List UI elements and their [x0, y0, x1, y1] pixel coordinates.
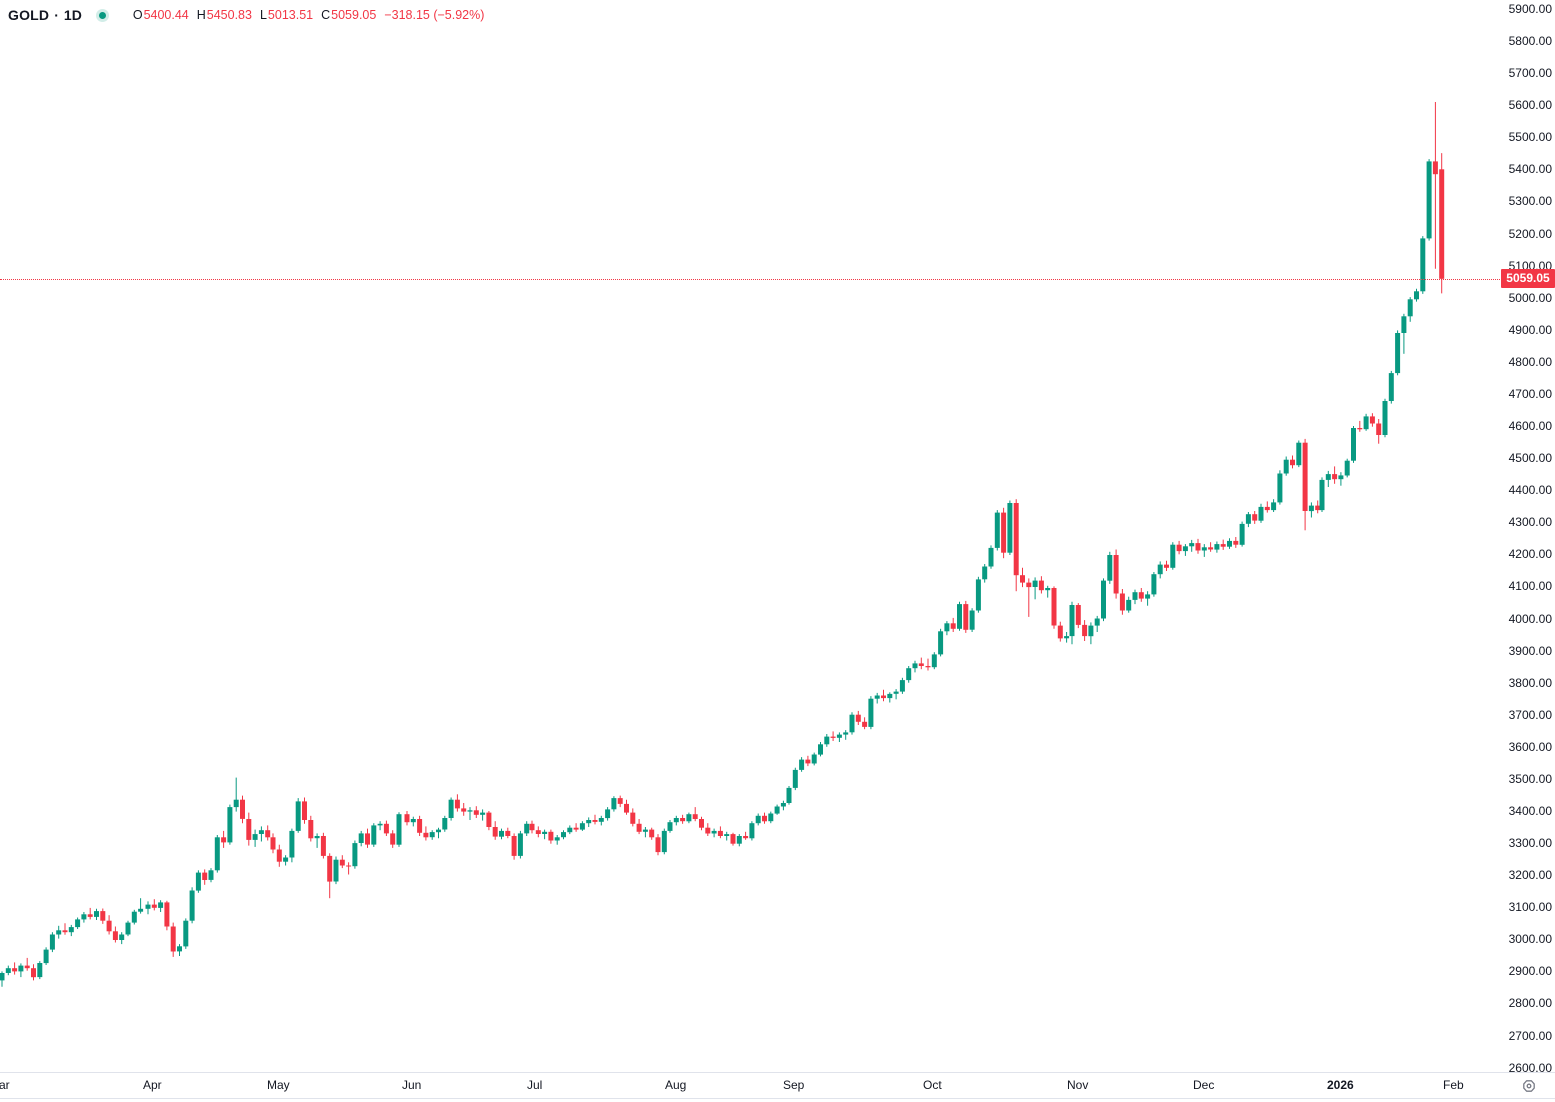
price-tick-label: 5000.00	[1508, 290, 1552, 305]
price-tick-label: 4000.00	[1508, 611, 1552, 626]
price-tick-label: 3700.00	[1508, 707, 1552, 722]
price-tick-label: 3800.00	[1508, 675, 1552, 690]
price-tick-label: 4100.00	[1508, 579, 1552, 594]
price-tick-label: 4500.00	[1508, 451, 1552, 466]
price-tick-label: 4700.00	[1508, 386, 1552, 401]
time-tick-label: Oct	[923, 1078, 942, 1092]
time-tick-label: Dec	[1193, 1078, 1215, 1092]
price-tick-label: 4400.00	[1508, 483, 1552, 498]
time-tick-label: Jun	[402, 1078, 422, 1092]
high-label: H	[196, 8, 206, 22]
price-tick-label: 5900.00	[1508, 2, 1552, 16]
price-scale[interactable]: 5900.00 5800.00 5700.00 5600.00 5500.00 5400.…	[1502, 0, 1555, 1075]
price-tick-label: 4200.00	[1508, 547, 1552, 562]
price-tick-label: 5600.00	[1508, 98, 1552, 113]
price-tick-label: 5200.00	[1508, 226, 1552, 241]
interval-label[interactable]: 1D	[63, 7, 82, 23]
high-value: 5450.83	[206, 8, 252, 22]
price-tick-label: 4900.00	[1508, 322, 1552, 337]
settings-gear-icon	[1522, 1079, 1535, 1092]
time-tick-label: 2026	[1327, 1078, 1354, 1092]
last-price-tag: 5059.05	[1501, 269, 1555, 289]
price-tick-label: 5700.00	[1508, 66, 1552, 81]
price-tick-label: 3900.00	[1508, 643, 1552, 658]
chart-legend: GOLD · 1D O 5400.44 H 5450.83 L 5013.51 C 50…	[8, 4, 484, 26]
price-tick-label: 4800.00	[1508, 354, 1552, 369]
time-tick-label: Apr	[143, 1078, 162, 1092]
time-tick-label: Nov	[1067, 1078, 1089, 1092]
price-tick-label: 3500.00	[1508, 771, 1552, 786]
price-tick-label: 5400.00	[1508, 162, 1552, 177]
change-value: −318.15 (−5.92%)	[384, 8, 485, 22]
chart-area[interactable]	[0, 0, 1502, 1072]
market-status-icon[interactable]	[95, 8, 109, 22]
open-label: O	[132, 8, 143, 22]
price-tick-label: 5800.00	[1508, 34, 1552, 49]
price-tick-label: 3000.00	[1508, 932, 1552, 947]
time-tick-label: Mar	[0, 1078, 10, 1092]
price-tick-label: 5100.00	[1508, 258, 1552, 273]
price-tick-label: 5300.00	[1508, 194, 1552, 209]
ohlc-values: O 5400.44 H 5450.83 L 5013.51 C 5059.05 −318…	[133, 8, 485, 22]
low-value: 5013.51	[267, 8, 314, 22]
time-tick-label: May	[267, 1078, 290, 1092]
close-label: C	[321, 8, 331, 22]
price-tick-label: 2900.00	[1508, 964, 1552, 979]
close-value: 5059.05	[331, 8, 377, 22]
open-value: 5400.44	[143, 8, 189, 22]
symbol-interval-separator: ·	[54, 7, 59, 23]
last-price-line	[0, 278, 1502, 280]
price-tick-label: 5500.00	[1508, 130, 1552, 145]
price-tick-label: 2700.00	[1508, 1028, 1552, 1043]
time-tick-label: Feb	[1443, 1078, 1464, 1092]
price-tick-label: 4300.00	[1508, 515, 1552, 530]
time-tick-label: Jul	[527, 1078, 543, 1092]
time-tick-label: Sep	[783, 1078, 805, 1092]
price-tick-label: 2600.00	[1508, 1060, 1552, 1075]
price-tick-label: 3300.00	[1508, 836, 1552, 851]
price-tick-label: 3200.00	[1508, 868, 1552, 883]
time-scale[interactable]: Mar Apr May Jun Jul Aug Sep Oct Nov Dec 2026 Feb	[0, 1072, 1555, 1099]
candlestick-series	[0, 102, 1445, 987]
price-tick-label: 3600.00	[1508, 739, 1552, 754]
time-tick-label: Aug	[665, 1078, 687, 1092]
price-tick-label: 4600.00	[1508, 419, 1552, 434]
price-tick-label: 3100.00	[1508, 900, 1552, 915]
low-label: L	[259, 8, 267, 22]
price-tick-label: 2800.00	[1508, 996, 1552, 1011]
price-tick-label: 3400.00	[1508, 803, 1552, 818]
symbol-title[interactable]: GOLD	[8, 7, 50, 23]
scale-settings-button[interactable]	[1502, 1072, 1555, 1099]
